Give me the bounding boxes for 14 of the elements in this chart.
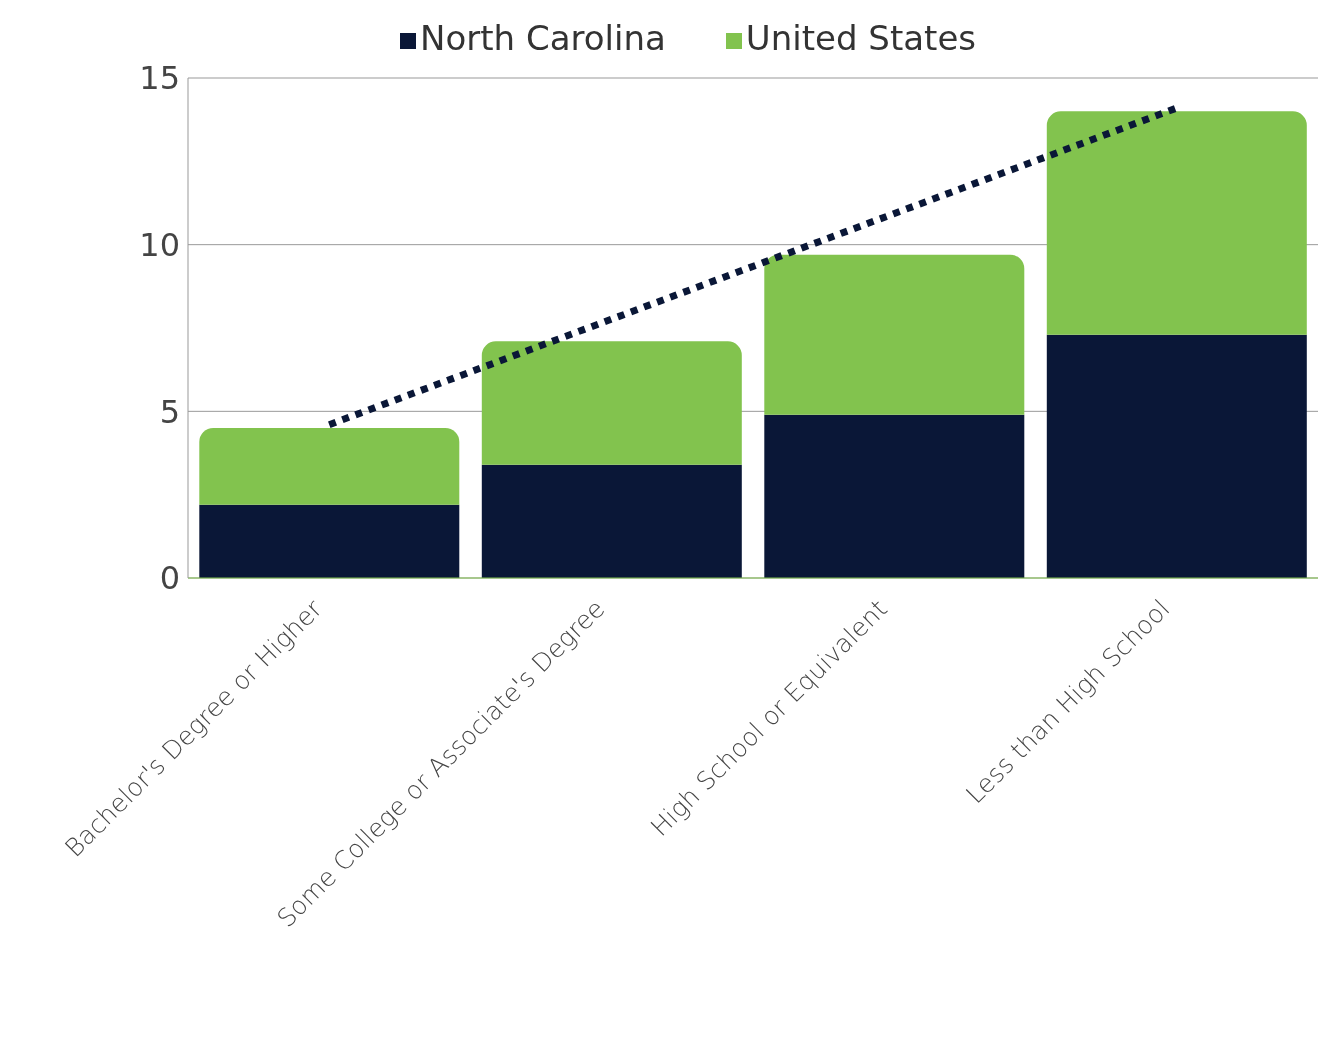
bar bbox=[764, 254, 1025, 415]
y-tick-label: 0 bbox=[159, 559, 180, 598]
y-tick-label: 10 bbox=[139, 226, 180, 265]
bar bbox=[481, 464, 742, 578]
legend-label: United States bbox=[745, 18, 977, 58]
y-tick-label: 15 bbox=[139, 59, 180, 98]
bar bbox=[1046, 111, 1307, 335]
bar bbox=[199, 504, 460, 578]
bar bbox=[481, 341, 742, 465]
bar bbox=[1046, 334, 1307, 578]
bar bbox=[199, 428, 460, 505]
y-tick-label: 5 bbox=[159, 392, 180, 431]
legend-label: North Carolina bbox=[419, 18, 666, 58]
bar bbox=[764, 414, 1025, 578]
